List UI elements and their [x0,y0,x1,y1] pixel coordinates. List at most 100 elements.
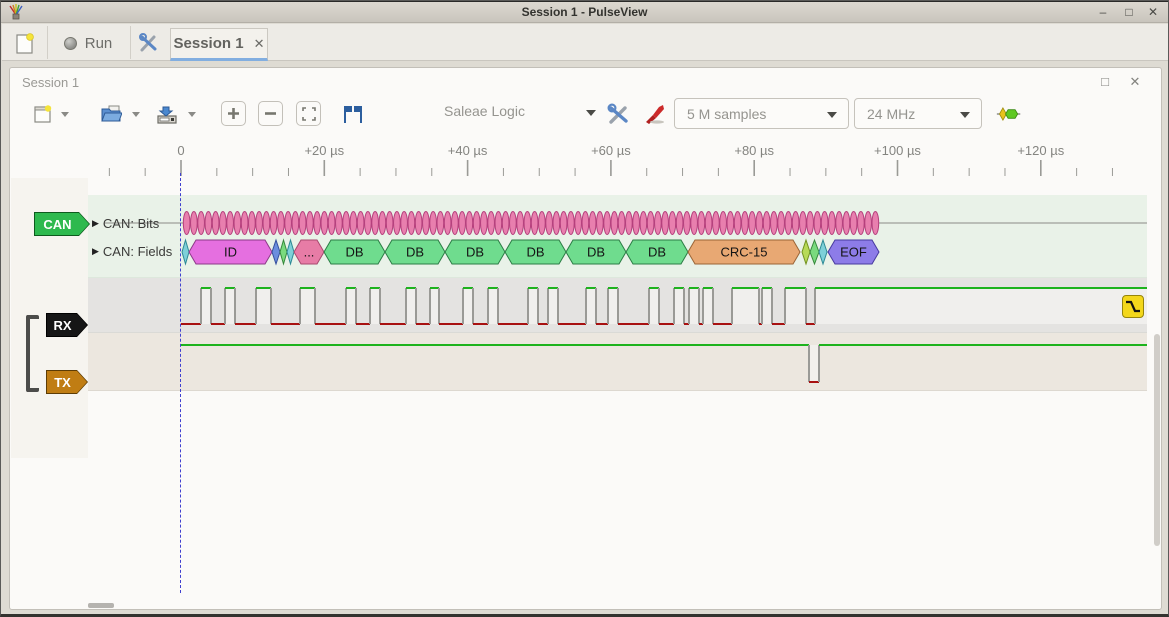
svg-text:+80 µs: +80 µs [734,143,774,158]
zoom-in-button[interactable] [221,101,246,126]
settings-icon [139,33,157,52]
field-annotation [625,239,689,265]
expander-icon[interactable]: ▶ [92,218,99,228]
row-label-can-bits[interactable]: ▶ CAN: Bits [92,216,159,231]
session-restore-button[interactable]: □ [1101,74,1109,89]
can-bits-row [104,211,1147,235]
save-dropdown-caret[interactable] [188,112,196,117]
svg-text:DB: DB [466,245,484,260]
field-annotation [384,239,446,265]
zoom-fit-icon [301,106,316,121]
can-decoder-rows: ID... DB DB DB DB DB DB CRC-15 EOF [104,211,1147,266]
svg-text:0: 0 [177,143,184,158]
new-file-button[interactable] [30,100,56,128]
tx-band [88,333,1147,391]
field-annotation [271,238,281,266]
svg-text:EOF: EOF [840,245,867,260]
new-session-button[interactable] [10,28,40,58]
vertical-scrollbar-handle[interactable] [1154,334,1160,546]
tx-channel-tag[interactable]: TX [46,370,88,394]
field-annotation [809,238,820,266]
zoom-out-button[interactable] [258,101,283,126]
new-session-icon [16,32,34,54]
svg-text:+20 µs: +20 µs [304,143,344,158]
session-close-button[interactable]: ✕ [1129,74,1141,89]
new-file-dropdown-caret[interactable] [61,112,69,117]
rx-channel-tag[interactable]: RX [46,313,88,337]
can-decoder-tag[interactable]: CAN [34,212,90,236]
run-button[interactable]: Run [52,28,124,58]
can-fields-label: CAN: Fields [102,244,173,259]
tab-session-1[interactable]: Session 1 ✕ [170,28,268,61]
svg-text:...: ... [304,245,315,260]
run-label: Run [84,34,113,52]
svg-text:DB: DB [648,245,666,260]
cursors-icon [344,106,362,123]
session-window: Session 1 □ ✕ [9,67,1162,610]
sample-rate-caret [960,112,970,118]
sample-rate-combobox[interactable]: 24 MHz [854,98,982,129]
sample-count-caret [827,112,837,118]
configure-device-icon [607,103,628,124]
time-ruler[interactable]: 0 +20 µs +40 µs +60 µs +80 µs +100 µs +120 µs [88,139,1147,177]
device-dropdown-caret[interactable] [586,110,596,116]
svg-text:+100 µs: +100 µs [874,143,921,158]
svg-text:CRC-15: CRC-15 [721,245,768,260]
new-file-icon [34,105,52,123]
configure-device-button[interactable] [606,100,632,128]
channel-group-bracket[interactable] [26,315,39,392]
open-file-dropdown-caret[interactable] [132,112,140,117]
title-bar[interactable]: Session 1 - PulseView – □ ✕ [1,1,1168,23]
field-annotation [293,239,325,265]
field-annotation [181,238,190,266]
field-annotation [827,239,880,265]
tab-label: Session 1 [173,35,244,52]
configure-channels-button[interactable] [642,100,668,128]
tab-close-icon[interactable]: ✕ [253,35,265,51]
toolbar-separator [47,26,48,59]
row-label-can-fields[interactable]: ▶ CAN: Fields [92,244,172,259]
open-file-icon [101,105,122,122]
main-toolbar: Run Session 1 ✕ [2,24,1168,61]
zoom-fit-button[interactable] [296,101,321,126]
rx-waveform [181,287,1147,325]
field-annotation [188,239,273,265]
svg-text:ID: ID [224,245,237,260]
can-bits-label: CAN: Bits [102,216,160,231]
svg-text:DB: DB [526,245,544,260]
field-annotation [687,239,801,265]
sample-count-value: 5 M samples [687,105,767,122]
add-decoder-button[interactable] [996,100,1022,128]
field-annotation [504,239,567,265]
trigger-marker[interactable] [1122,295,1144,318]
expander-icon[interactable]: ▶ [92,246,99,256]
device-label: Saleae Logic [444,103,525,119]
field-annotation [323,239,386,265]
svg-text:+120 µs: +120 µs [1017,143,1064,158]
can-tag-label: CAN [35,213,89,235]
minimize-button[interactable]: – [1099,5,1107,19]
field-annotation [286,238,295,266]
field-annotation [565,239,627,265]
time-zero-cursor[interactable] [180,173,181,593]
rx-tag-label: RX [47,314,87,336]
window-title: Session 1 - PulseView [521,5,648,19]
tx-tag-label: TX [47,371,87,393]
show-cursors-button[interactable] [340,100,366,128]
svg-text:+60 µs: +60 µs [591,143,631,158]
channels-probe-icon [646,105,664,124]
svg-text:+40 µs: +40 µs [448,143,488,158]
device-select[interactable]: Saleae Logic [444,103,525,119]
open-file-button[interactable] [98,100,124,128]
horizontal-scrollbar-handle[interactable] [88,603,114,608]
field-annotation [279,238,288,266]
save-button[interactable] [154,100,180,128]
settings-button[interactable] [134,28,164,58]
maximize-button[interactable]: □ [1125,5,1133,19]
close-button[interactable]: ✕ [1147,5,1159,19]
session-toolbar: Saleae Logic 5 M samples [10,98,1161,138]
sample-rate-value: 24 MHz [867,105,916,122]
tx-waveform [181,344,1147,383]
sample-count-combobox[interactable]: 5 M samples [674,98,849,129]
can-fields-row: ID... DB DB DB DB DB DB CRC-15 EOF [181,238,880,266]
